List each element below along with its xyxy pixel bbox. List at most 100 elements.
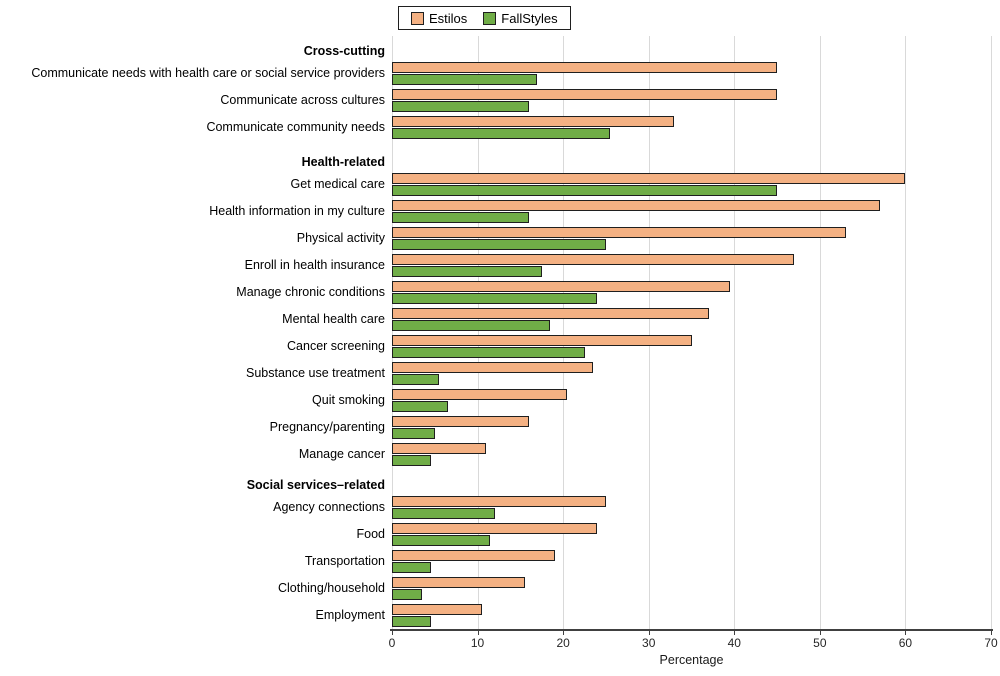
gridline <box>563 36 565 630</box>
category-label: Quit smoking <box>312 393 385 407</box>
bar-fallstyles <box>392 212 529 223</box>
bar-estilos <box>392 523 598 534</box>
axis-tick-label: 30 <box>642 636 656 650</box>
axis-tick <box>563 631 565 635</box>
gridline <box>734 36 736 630</box>
bar-fallstyles <box>392 293 598 304</box>
category-label: Transportation <box>304 554 385 568</box>
legend-item: FallStyles <box>483 10 558 26</box>
bar-fallstyles <box>392 74 538 85</box>
bar-estilos <box>392 577 525 588</box>
category-label: Manage cancer <box>298 447 385 461</box>
chart-row: Substance use treatment <box>0 360 1000 387</box>
category-group: Cross-cutting Communicate needs with heal… <box>0 42 1000 141</box>
gridline <box>991 36 992 630</box>
gridline <box>392 36 393 630</box>
legend-item: Estilos <box>411 11 467 26</box>
chart-row: Manage chronic conditions <box>0 279 1000 306</box>
category-label: Physical activity <box>296 231 385 245</box>
legend-label: FallStyles <box>501 10 558 26</box>
bar-fallstyles <box>392 185 778 196</box>
bar-fallstyles <box>392 616 431 627</box>
bar-estilos <box>392 443 487 454</box>
x-axis-title: Percentage <box>659 653 724 667</box>
gridline <box>648 36 650 630</box>
bar-fallstyles <box>392 455 431 466</box>
category-label: Communicate across cultures <box>220 93 385 107</box>
bar-estilos <box>392 173 906 184</box>
chart-row: Health information in my culture <box>0 198 1000 225</box>
bar-estilos <box>392 308 709 319</box>
gridline <box>819 36 821 630</box>
category-label: Mental health care <box>282 312 385 326</box>
chart-row: Transportation <box>0 548 1000 575</box>
legend-swatch-estilos <box>411 11 424 25</box>
axis-tick <box>819 631 821 635</box>
bar-estilos <box>392 496 606 507</box>
category-label: Cancer screening <box>287 339 385 353</box>
legend: Estilos FallStyles <box>398 6 571 30</box>
chart-row: Pregnancy/parenting <box>0 414 1000 441</box>
axis-tick-label: 70 <box>984 636 998 650</box>
category-label: Substance use treatment <box>246 366 385 380</box>
bar-estilos <box>392 116 675 127</box>
axis-tick-label: 40 <box>727 636 741 650</box>
chart-row: Mental health care <box>0 306 1000 333</box>
category-label: Clothing/household <box>277 581 385 595</box>
axis-tick-label: 20 <box>556 636 570 650</box>
axis-tick-label: 50 <box>813 636 827 650</box>
axis-tick <box>477 631 479 635</box>
axis-tick-label: 0 <box>388 636 396 650</box>
bar-fallstyles <box>392 239 606 250</box>
category-group: Social services–related Agency connection… <box>0 476 1000 629</box>
chart-row: Food <box>0 521 1000 548</box>
chart-row: Quit smoking <box>0 387 1000 414</box>
chart-row: Communicate community needs <box>0 114 1000 141</box>
axis-tick <box>991 631 992 635</box>
axis-tick <box>392 631 393 635</box>
bar-estilos <box>392 200 880 211</box>
category-label: Pregnancy/parenting <box>269 420 385 434</box>
x-axis-line <box>390 629 993 631</box>
group-header: Social services–related <box>246 478 385 492</box>
legend-label: Estilos <box>429 10 468 26</box>
axis-tick-label: 10 <box>470 636 485 650</box>
category-group: Health-related Get medical care Health inf… <box>0 153 1000 468</box>
chart-row: Clothing/household <box>0 575 1000 602</box>
bar-estilos <box>392 389 568 400</box>
bar-estilos <box>392 62 778 73</box>
chart-row: Enroll in health insurance <box>0 252 1000 279</box>
category-label: Manage chronic conditions <box>236 285 385 299</box>
bar-fallstyles <box>392 266 542 277</box>
category-label: Food <box>356 527 386 541</box>
bar-fallstyles <box>392 508 495 519</box>
chart-row: Communicate across cultures <box>0 87 1000 114</box>
chart-row: Physical activity <box>0 225 1000 252</box>
bar-fallstyles <box>392 320 551 331</box>
bar-estilos <box>392 362 594 373</box>
category-label: Communicate needs with health care or so… <box>31 66 385 80</box>
bar-fallstyles <box>392 128 611 139</box>
chart-row: Agency connections <box>0 494 1000 521</box>
chart-row: Cancer screening <box>0 333 1000 360</box>
bar-fallstyles <box>392 589 422 600</box>
bar-fallstyles <box>392 535 491 546</box>
bar-fallstyles <box>392 347 585 358</box>
bar-estilos <box>392 89 778 100</box>
bar-estilos <box>392 335 692 346</box>
bar-fallstyles <box>392 428 435 439</box>
chart-row: Employment <box>0 602 1000 629</box>
bar-fallstyles <box>392 401 448 412</box>
bar-fallstyles <box>392 562 431 573</box>
chart-row: Manage cancer <box>0 441 1000 468</box>
bar-groups: Cross-cutting Communicate needs with heal… <box>0 42 1000 629</box>
category-label: Get medical care <box>290 177 385 191</box>
category-label: Employment <box>315 608 385 622</box>
bar-estilos <box>392 227 846 238</box>
bar-fallstyles <box>392 101 529 112</box>
category-label: Communicate community needs <box>206 120 385 134</box>
chart-row: Communicate needs with health care or so… <box>0 60 1000 87</box>
axis-tick <box>905 631 907 635</box>
bar-estilos <box>392 281 730 292</box>
category-label: Health information in my culture <box>209 204 385 218</box>
